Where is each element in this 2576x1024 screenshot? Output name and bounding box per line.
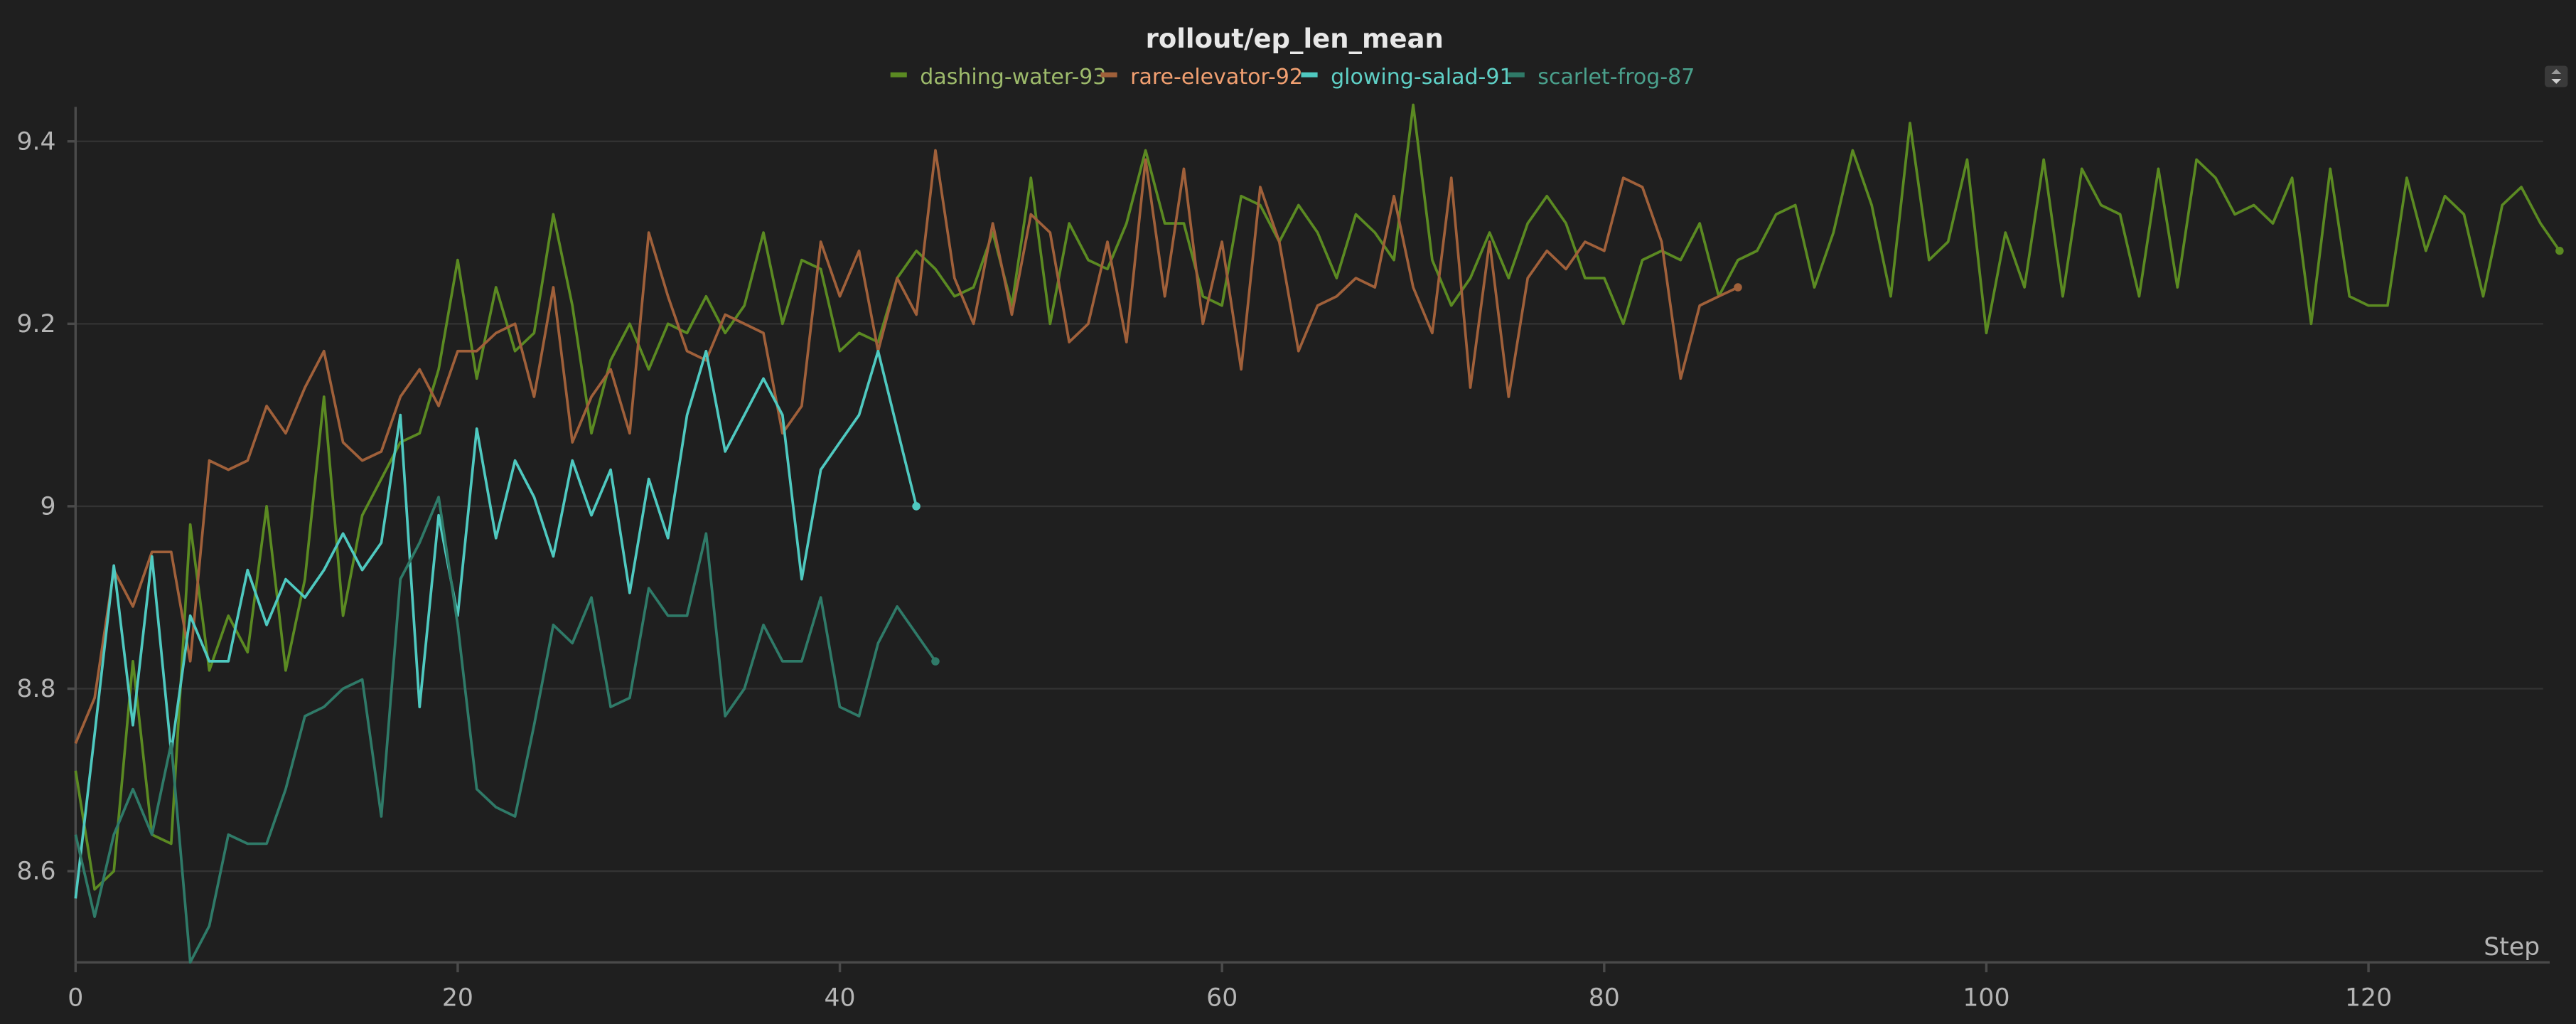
legend: dashing-water-93 rare-elevator-92 glowing-… xyxy=(890,65,1695,90)
series-end-point xyxy=(1734,283,1742,292)
series-line-glowing-salad-91 xyxy=(74,349,918,899)
legend-item[interactable]: scarlet-frog-87 xyxy=(1508,65,1695,90)
x-tick-label: 20 xyxy=(442,984,473,1013)
series-end-point xyxy=(912,502,921,511)
legend-label: dashing-water-93 xyxy=(920,65,1106,90)
y-tick-label: 9.2 xyxy=(16,310,55,338)
x-tick-label: 40 xyxy=(825,984,856,1013)
series-line-dashing-water-93 xyxy=(74,103,2561,891)
y-tick-label: 9.4 xyxy=(16,127,55,156)
series-line-rare-elevator-92 xyxy=(74,149,1739,745)
legend-swatch xyxy=(1100,72,1117,78)
x-tick-label: 0 xyxy=(68,984,83,1013)
legend-swatch xyxy=(1301,72,1318,78)
series-lines xyxy=(74,103,2564,964)
legend-item[interactable]: rare-elevator-92 xyxy=(1100,65,1303,90)
legend-item[interactable]: glowing-salad-91 xyxy=(1301,65,1513,90)
legend-swatch xyxy=(1508,72,1525,78)
legend-swatch xyxy=(890,72,907,78)
x-tick-label: 60 xyxy=(1206,984,1238,1013)
series-line-scarlet-frog-87 xyxy=(74,496,937,964)
x-tick-label: 80 xyxy=(1589,984,1620,1013)
legend-item[interactable]: dashing-water-93 xyxy=(890,65,1107,90)
chevron-down-icon[interactable] xyxy=(2551,78,2562,84)
grid xyxy=(75,140,2543,873)
series-end-point xyxy=(931,657,940,666)
axes: 8.6 8.8 9 9.2 9.4 0 20 40 60 80 100 120 xyxy=(16,107,2550,1013)
y-tick-label: 8.6 xyxy=(16,858,55,886)
scroll-legend-button[interactable] xyxy=(2545,65,2568,87)
y-tick-label: 8.8 xyxy=(16,675,55,703)
chart-title: rollout/ep_len_mean xyxy=(1146,23,1444,54)
x-tick-label: 100 xyxy=(1963,984,2009,1013)
legend-label: scarlet-frog-87 xyxy=(1537,65,1695,90)
series-end-point xyxy=(2555,246,2564,255)
chevron-up-icon[interactable] xyxy=(2551,69,2562,75)
x-tick-label: 120 xyxy=(2345,984,2392,1013)
legend-label: glowing-salad-91 xyxy=(1331,65,1513,90)
x-axis-label: Step xyxy=(2484,933,2540,961)
y-tick-label: 9 xyxy=(41,492,56,521)
legend-label: rare-elevator-92 xyxy=(1130,65,1303,90)
